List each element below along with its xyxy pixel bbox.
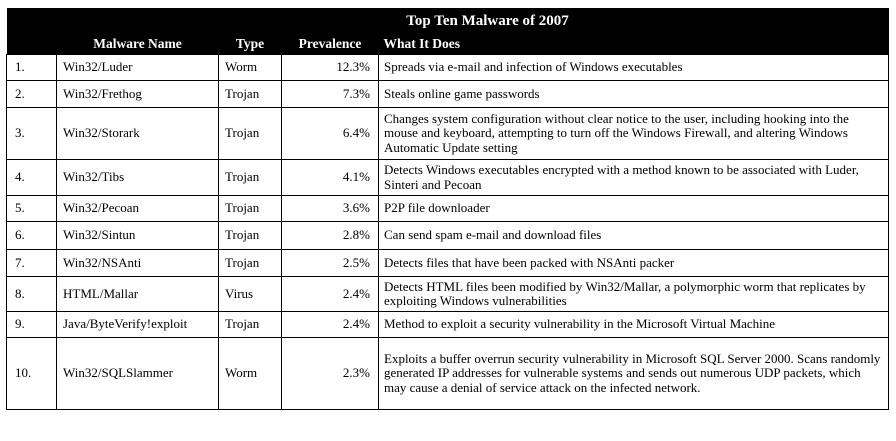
type-cell: Trojan — [218, 107, 282, 160]
table-row: 3. Win32/Storark Trojan 6.4% Changes system … — [6, 107, 890, 160]
row-number: 5. — [6, 195, 57, 222]
malware-name-cell: Win32/Luder — [56, 54, 219, 81]
type-cell: Trojan — [218, 311, 282, 338]
prevalence-cell: 2.3% — [281, 337, 379, 410]
malware-table-container: Top Ten Malware of 2007 Malware Name Typ… — [6, 8, 890, 410]
table-header-row: Malware Name Type Prevalence What It Doe… — [6, 34, 889, 55]
type-cell: Trojan — [218, 80, 282, 108]
prevalence-cell: 12.3% — [281, 54, 379, 81]
malware-name-cell: Java/ByteVerify!exploit — [56, 311, 219, 338]
description-cell: Steals online game passwords — [377, 80, 890, 108]
row-number: 1. — [6, 54, 57, 81]
header-prevalence: Prevalence — [281, 34, 379, 55]
prevalence-cell: 2.5% — [281, 249, 379, 277]
header-what-it-does: What It Does — [378, 34, 889, 55]
malware-name-cell: Win32/Frethog — [56, 80, 219, 108]
table-row: 5. Win32/Pecoan Trojan 3.6% P2P file downloa… — [6, 195, 890, 222]
description-cell: Method to exploit a security vulnerabili… — [377, 311, 890, 338]
malware-name-cell: Win32/Storark — [56, 107, 219, 160]
malware-name-cell: Win32/NSAnti — [56, 249, 219, 277]
description-cell: P2P file downloader — [377, 195, 890, 222]
prevalence-cell: 7.3% — [281, 80, 379, 108]
table-row: 7. Win32/NSAnti Trojan 2.5% Detects files th… — [6, 249, 890, 277]
type-cell: Worm — [218, 54, 282, 81]
type-cell: Worm — [218, 337, 282, 410]
prevalence-cell: 2.8% — [281, 221, 379, 250]
description-cell: Can send spam e-mail and download files — [377, 221, 890, 250]
row-number: 4. — [6, 159, 57, 196]
type-cell: Trojan — [218, 195, 282, 222]
table-row: 10. Win32/SQLSlammer Worm 2.3% Exploits a bu… — [6, 337, 890, 410]
type-cell: Trojan — [218, 221, 282, 250]
table-row: 4. Win32/Tibs Trojan 4.1% Detects Windows ex… — [6, 159, 890, 196]
malware-table: Top Ten Malware of 2007 Malware Name Typ… — [6, 8, 890, 410]
header-type: Type — [218, 34, 282, 55]
prevalence-cell: 2.4% — [281, 276, 379, 312]
prevalence-cell: 4.1% — [281, 159, 379, 196]
prevalence-cell: 2.4% — [281, 311, 379, 338]
description-cell: Detects files that have been packed with… — [377, 249, 890, 277]
type-cell: Virus — [218, 276, 282, 312]
row-number: 8. — [6, 276, 57, 312]
row-number: 6. — [6, 221, 57, 250]
table-title: Top Ten Malware of 2007 — [6, 8, 889, 34]
malware-name-cell: Win32/SQLSlammer — [56, 337, 219, 410]
description-cell: Detects Windows executables encrypted wi… — [377, 159, 890, 196]
table-row: 8. HTML/Mallar Virus 2.4% Detects HTML files… — [6, 276, 890, 312]
header-malware-name: Malware Name — [56, 34, 219, 55]
malware-name-cell: Win32/Tibs — [56, 159, 219, 196]
row-number: 2. — [6, 80, 57, 108]
table-body: 1. Win32/Luder Worm 12.3% Spreads via e-mail… — [6, 54, 890, 410]
description-cell: Spreads via e-mail and infection of Wind… — [377, 54, 890, 81]
table-title-row: Top Ten Malware of 2007 — [6, 8, 889, 34]
row-number: 7. — [6, 249, 57, 277]
prevalence-cell: 6.4% — [281, 107, 379, 160]
prevalence-cell: 3.6% — [281, 195, 379, 222]
table-row: 1. Win32/Luder Worm 12.3% Spreads via e-mail… — [6, 54, 890, 81]
table-row: 2. Win32/Frethog Trojan 7.3% Steals online g… — [6, 80, 890, 108]
description-cell: Detects HTML files been modified by Win3… — [377, 276, 890, 312]
header-number — [6, 34, 57, 55]
malware-name-cell: Win32/Pecoan — [56, 195, 219, 222]
type-cell: Trojan — [218, 159, 282, 196]
table-row: 9. Java/ByteVerify!exploit Trojan 2.4% Metho… — [6, 311, 890, 338]
type-cell: Trojan — [218, 249, 282, 277]
row-number: 10. — [6, 337, 57, 410]
malware-name-cell: Win32/Sintun — [56, 221, 219, 250]
malware-name-cell: HTML/Mallar — [56, 276, 219, 312]
row-number: 9. — [6, 311, 57, 338]
table-row: 6. Win32/Sintun Trojan 2.8% Can send spam e-… — [6, 221, 890, 250]
description-cell: Changes system configuration without cle… — [377, 107, 890, 160]
description-cell: Exploits a buffer overrun security vulne… — [377, 337, 890, 410]
row-number: 3. — [6, 107, 57, 160]
